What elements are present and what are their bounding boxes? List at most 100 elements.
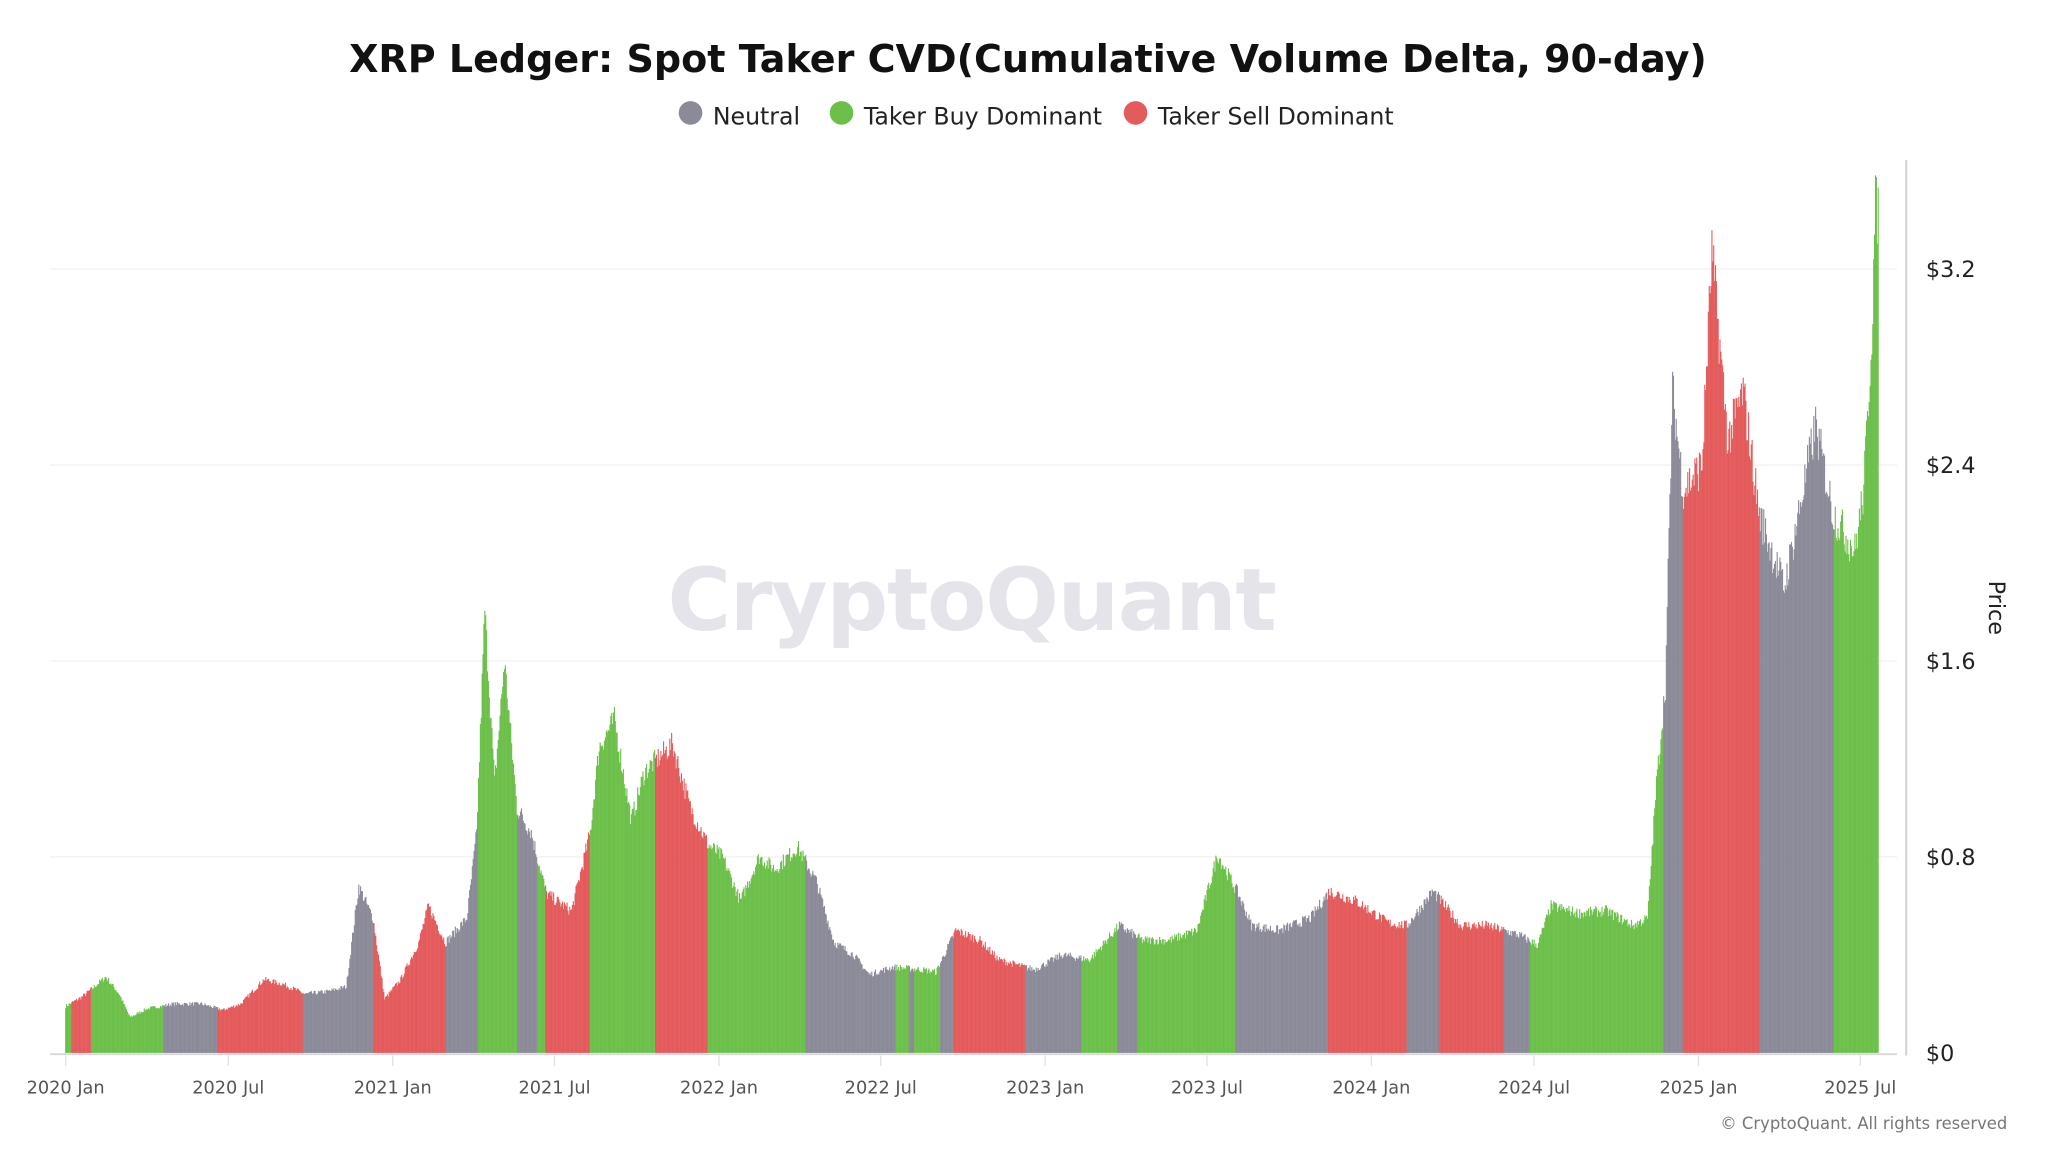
price-bar-neutral xyxy=(312,993,314,1053)
price-bar-sell xyxy=(1465,922,1467,1053)
price-bar-buy xyxy=(1643,920,1645,1053)
price-bar-neutral xyxy=(1426,897,1428,1053)
price-bar-neutral xyxy=(1270,931,1272,1053)
price-bar-buy xyxy=(1137,934,1139,1053)
price-bar-sell xyxy=(575,885,577,1053)
price-bar-sell xyxy=(579,871,582,1053)
price-bar-buy xyxy=(488,697,490,1053)
price-bar-sell xyxy=(1686,496,1688,1053)
price-bar-sell xyxy=(1450,917,1452,1053)
price-bar-sell xyxy=(550,895,552,1053)
price-bar-neutral xyxy=(1824,494,1827,1053)
price-bar-sell xyxy=(686,790,688,1053)
price-bar-buy xyxy=(1185,930,1187,1053)
price-bar-neutral xyxy=(951,935,953,1053)
price-bar-sell xyxy=(698,831,700,1053)
price-bar-neutral xyxy=(1250,919,1252,1053)
price-bar-buy xyxy=(513,774,515,1053)
price-bar-neutral xyxy=(814,875,817,1053)
price-bar-sell xyxy=(274,984,276,1053)
price-bar-sell xyxy=(1497,925,1499,1053)
price-bar-neutral xyxy=(192,1002,194,1053)
price-bar-neutral xyxy=(1061,958,1063,1053)
price-bar-buy xyxy=(605,730,607,1053)
price-bar-neutral xyxy=(353,925,355,1053)
price-bar-buy xyxy=(1605,905,1608,1053)
price-bar-sell xyxy=(1710,286,1712,1053)
price-bar-sell xyxy=(1343,901,1345,1053)
price-bar-sell xyxy=(1344,902,1347,1053)
price-bar-sell xyxy=(1403,920,1406,1053)
price-bar-neutral xyxy=(1418,915,1420,1053)
price-bar-sell xyxy=(1475,924,1477,1053)
price-bar-sell xyxy=(1500,929,1502,1053)
price-bar-neutral xyxy=(1025,964,1027,1053)
price-bar-neutral xyxy=(1249,920,1251,1053)
price-bar-neutral xyxy=(1278,929,1280,1053)
legend-item-neutral[interactable]: Neutral xyxy=(678,101,800,131)
price-bar-buy xyxy=(646,777,649,1053)
price-bar-neutral xyxy=(944,956,946,1053)
price-bar-neutral xyxy=(886,969,888,1053)
price-bar-neutral xyxy=(1666,606,1668,1053)
price-bar-sell xyxy=(1024,964,1026,1053)
price-bars xyxy=(65,175,1879,1053)
price-bar-buy xyxy=(1179,933,1181,1053)
price-bar-sell xyxy=(977,941,979,1053)
price-bar-buy xyxy=(1659,753,1661,1053)
legend-item-sell[interactable]: Taker Sell Dominant xyxy=(1123,101,1394,131)
price-bar-neutral xyxy=(1419,905,1421,1053)
price-bar-sell xyxy=(1733,399,1735,1053)
price-bar-neutral xyxy=(176,1002,178,1053)
price-bar-buy xyxy=(140,1013,142,1053)
price-bar-neutral xyxy=(1277,934,1280,1053)
price-bar-buy xyxy=(641,776,643,1053)
price-bar-sell xyxy=(397,981,399,1053)
price-bar-buy xyxy=(750,878,752,1053)
price-bar-sell xyxy=(410,959,412,1053)
price-bar-sell xyxy=(301,993,303,1053)
price-bar-buy xyxy=(491,728,493,1053)
price-bar-buy xyxy=(932,969,934,1053)
price-bar-sell xyxy=(1758,507,1760,1053)
price-bar-sell xyxy=(1495,929,1498,1053)
price-bar-neutral xyxy=(190,1005,192,1053)
price-bar-buy xyxy=(730,874,732,1053)
price-bar-buy xyxy=(1638,924,1640,1053)
price-bar-buy xyxy=(1852,555,1854,1053)
price-bar-sell xyxy=(280,985,282,1053)
price-bar-buy xyxy=(786,854,788,1053)
price-bar-sell xyxy=(1368,911,1370,1053)
price-bar-sell xyxy=(299,990,301,1053)
price-bar-buy xyxy=(1555,903,1557,1053)
price-bar-neutral xyxy=(198,1004,200,1053)
price-bar-neutral xyxy=(522,820,524,1053)
price-bar-sell xyxy=(999,957,1001,1053)
price-bar-sell xyxy=(84,996,86,1053)
price-bar-neutral xyxy=(1135,937,1137,1053)
price-bar-neutral xyxy=(1054,958,1056,1053)
price-bar-buy xyxy=(748,881,750,1053)
price-bar-buy xyxy=(1563,909,1566,1053)
price-bar-neutral xyxy=(321,990,323,1053)
price-bar-sell xyxy=(1694,458,1696,1053)
price-bar-buy xyxy=(784,865,786,1053)
price-bar-sell xyxy=(1018,963,1020,1053)
price-bar-neutral xyxy=(1525,939,1527,1053)
price-bar-buy xyxy=(480,717,482,1053)
price-bar-buy xyxy=(724,857,726,1053)
legend-item-buy[interactable]: Taker Buy Dominant xyxy=(829,101,1102,131)
price-bar-neutral xyxy=(531,837,533,1053)
price-bar-sell xyxy=(956,930,958,1053)
price-bar-sell xyxy=(953,932,955,1053)
price-bar-sell xyxy=(440,934,442,1053)
price-bar-sell xyxy=(574,893,576,1053)
price-bar-sell xyxy=(969,933,971,1053)
price-bar-buy xyxy=(1540,934,1542,1053)
price-bar-neutral xyxy=(1795,535,1797,1053)
price-bar-neutral xyxy=(1293,920,1295,1053)
price-bar-neutral xyxy=(891,966,893,1053)
price-bar-neutral xyxy=(835,947,837,1053)
price-bar-neutral xyxy=(1790,544,1792,1053)
price-bar-neutral xyxy=(1317,906,1319,1053)
